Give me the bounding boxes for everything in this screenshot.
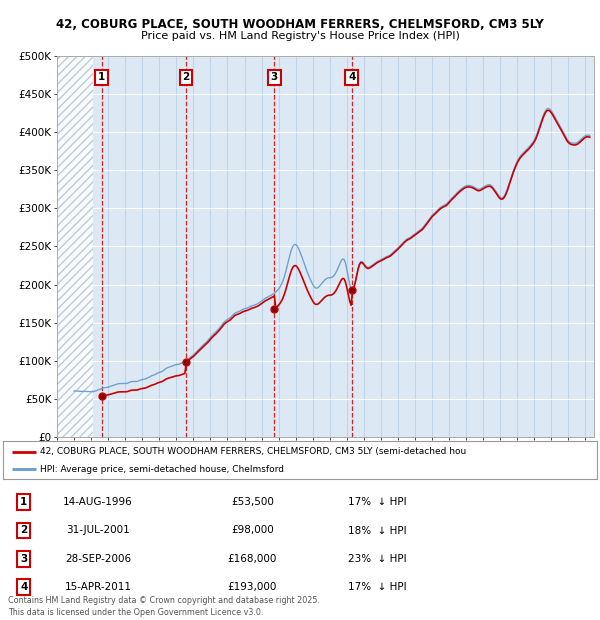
Text: Price paid vs. HM Land Registry's House Price Index (HPI): Price paid vs. HM Land Registry's House … (140, 31, 460, 41)
Text: 14-AUG-1996: 14-AUG-1996 (63, 497, 133, 507)
Text: 18%  ↓ HPI: 18% ↓ HPI (348, 526, 407, 536)
Text: 17%  ↓ HPI: 17% ↓ HPI (348, 497, 407, 507)
Text: 17%  ↓ HPI: 17% ↓ HPI (348, 582, 407, 592)
Text: 28-SEP-2006: 28-SEP-2006 (65, 554, 131, 564)
Text: 3: 3 (271, 72, 278, 82)
Text: £193,000: £193,000 (228, 582, 277, 592)
Text: 15-APR-2011: 15-APR-2011 (65, 582, 131, 592)
Text: 4: 4 (20, 582, 28, 592)
Text: 1: 1 (20, 497, 28, 507)
Text: 2: 2 (20, 526, 28, 536)
Text: 4: 4 (348, 72, 355, 82)
Text: £168,000: £168,000 (228, 554, 277, 564)
Text: 3: 3 (20, 554, 28, 564)
Text: HPI: Average price, semi-detached house, Chelmsford: HPI: Average price, semi-detached house,… (40, 465, 284, 474)
Text: £53,500: £53,500 (231, 497, 274, 507)
Text: 2: 2 (182, 72, 190, 82)
Text: 31-JUL-2001: 31-JUL-2001 (66, 526, 130, 536)
Text: 42, COBURG PLACE, SOUTH WOODHAM FERRERS, CHELMSFORD, CM3 5LY (semi-detached hou: 42, COBURG PLACE, SOUTH WOODHAM FERRERS,… (40, 448, 467, 456)
Text: 1: 1 (98, 72, 105, 82)
Text: 23%  ↓ HPI: 23% ↓ HPI (348, 554, 407, 564)
Text: 42, COBURG PLACE, SOUTH WOODHAM FERRERS, CHELMSFORD, CM3 5LY: 42, COBURG PLACE, SOUTH WOODHAM FERRERS,… (56, 19, 544, 31)
Text: Contains HM Land Registry data © Crown copyright and database right 2025.
This d: Contains HM Land Registry data © Crown c… (8, 596, 320, 618)
Text: £98,000: £98,000 (231, 526, 274, 536)
